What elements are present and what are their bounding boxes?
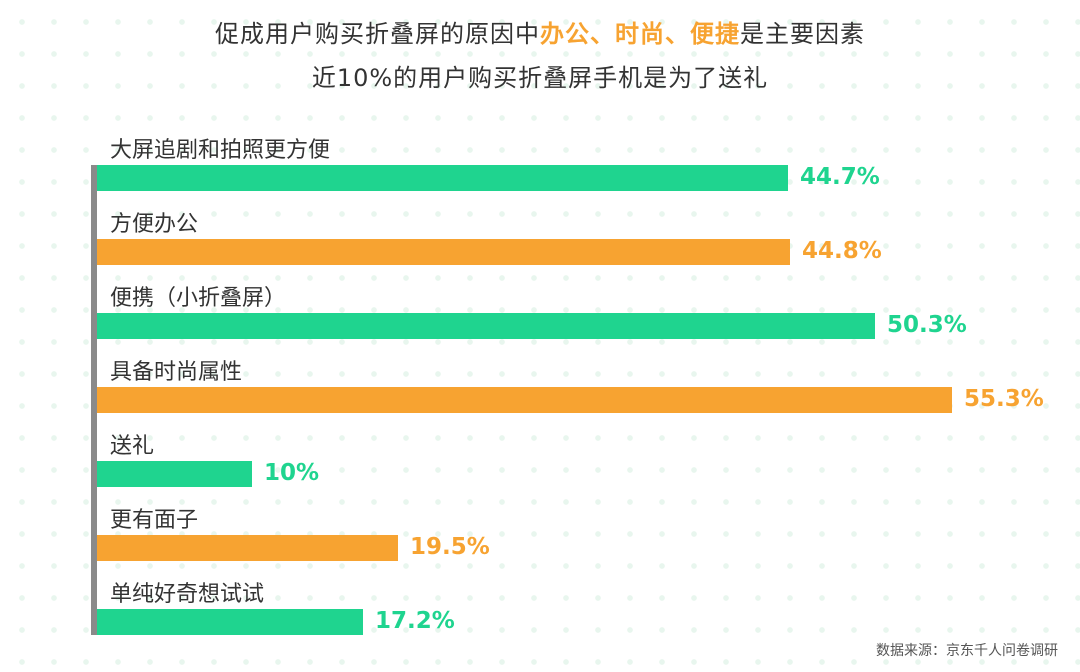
category-label: 更有面子 xyxy=(110,508,199,533)
category-label: 单纯好奇想试试 xyxy=(110,582,265,607)
chart-title-line2: 近10%的用户购买折叠屏手机是为了送礼 xyxy=(311,64,769,92)
bar xyxy=(97,313,875,339)
data-source: 数据来源：京东千人问卷调研 xyxy=(876,643,1058,659)
bar xyxy=(97,535,398,561)
bar xyxy=(97,461,252,487)
data-label: 19.5% xyxy=(410,534,490,560)
y-axis-line xyxy=(91,165,97,635)
title-prefix: 促成用户购买折叠屏的原因中 xyxy=(215,20,540,48)
category-label: 大屏追剧和拍照更方便 xyxy=(110,138,331,163)
bar xyxy=(97,165,788,191)
category-label: 方便办公 xyxy=(110,212,199,237)
data-label: 55.3% xyxy=(964,386,1044,412)
category-label: 送礼 xyxy=(110,434,155,459)
data-label: 50.3% xyxy=(887,312,967,338)
category-label: 便携（小折叠屏） xyxy=(110,286,287,311)
category-label: 具备时尚属性 xyxy=(110,360,243,385)
chart-title-line1: 促成用户购买折叠屏的原因中办公、时尚、便捷是主要因素 xyxy=(0,14,1080,49)
bar xyxy=(97,387,952,413)
data-label: 44.7% xyxy=(800,164,880,190)
title-highlight: 办公、时尚、便捷 xyxy=(540,20,740,48)
data-label: 17.2% xyxy=(375,608,455,634)
data-label: 44.8% xyxy=(802,238,882,264)
bar xyxy=(97,609,363,635)
data-label: 10% xyxy=(264,460,320,486)
title-suffix: 是主要因素 xyxy=(740,20,865,48)
bar xyxy=(97,239,790,265)
